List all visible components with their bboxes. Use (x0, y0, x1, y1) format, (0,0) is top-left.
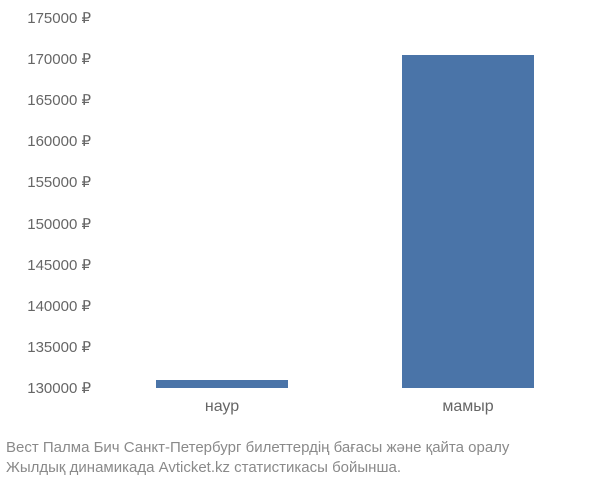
bar (402, 55, 535, 388)
y-tick-label: 145000 ₽ (27, 256, 99, 274)
y-tick-label: 160000 ₽ (27, 132, 99, 150)
x-tick-label: мамыр (442, 388, 493, 416)
plot-area: 130000 ₽135000 ₽140000 ₽145000 ₽150000 ₽… (98, 18, 591, 389)
y-tick-label: 150000 ₽ (27, 215, 99, 233)
y-tick-label: 165000 ₽ (27, 91, 99, 109)
y-tick-label: 130000 ₽ (27, 379, 99, 397)
y-tick-label: 175000 ₽ (27, 9, 99, 27)
x-tick-label: наур (205, 388, 239, 416)
caption-line-2: Жылдық динамикада Avticket.kz статистика… (6, 458, 594, 478)
y-tick-label: 135000 ₽ (27, 338, 99, 356)
price-chart: 130000 ₽ 135000 ₽ 140000 ₽ 145000 ₽ 150000 ₽… (0, 0, 600, 500)
y-tick-label: 155000 ₽ (27, 173, 99, 191)
chart-caption: Вест Палма Бич Санкт-Петербург билеттерд… (0, 438, 600, 479)
bar (156, 380, 289, 388)
y-tick-label: 170000 ₽ (27, 50, 99, 68)
caption-line-1: Вест Палма Бич Санкт-Петербург билеттерд… (6, 438, 594, 458)
y-tick-label: 140000 ₽ (27, 297, 99, 315)
